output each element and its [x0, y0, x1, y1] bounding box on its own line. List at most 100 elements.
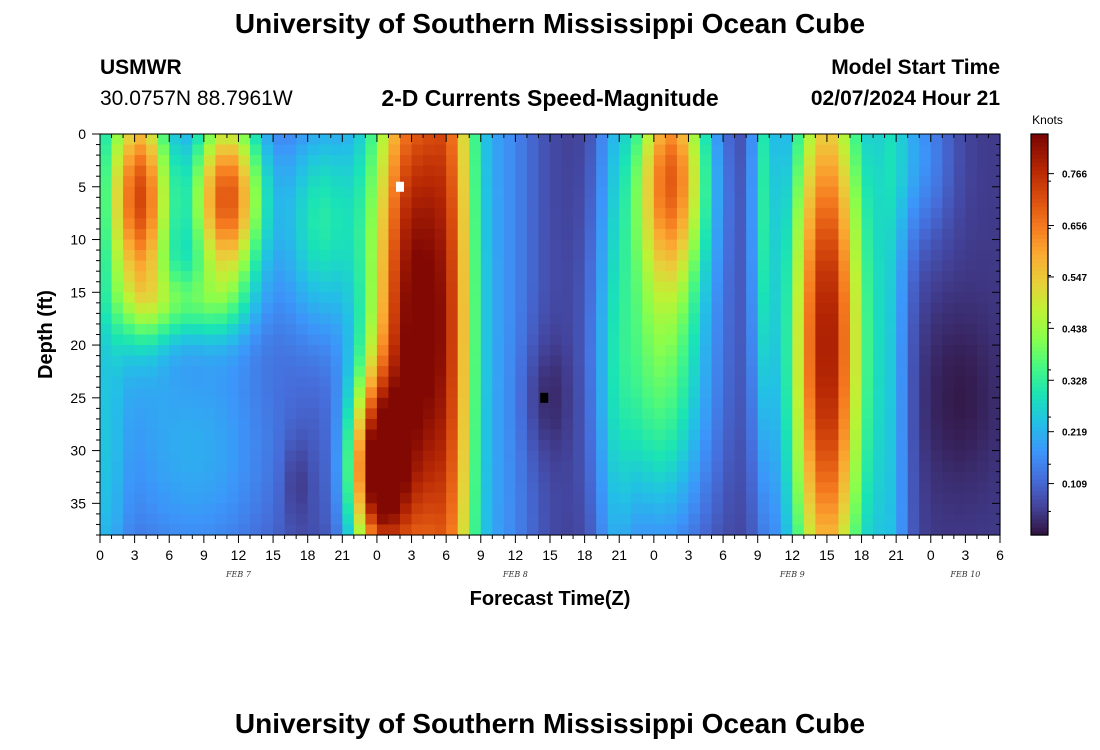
heatmap-cell — [330, 345, 343, 357]
heatmap-cell — [365, 345, 378, 357]
heatmap-cell — [653, 397, 666, 409]
heatmap-cell — [723, 165, 736, 177]
heatmap-cell — [838, 313, 851, 325]
heatmap-cell — [388, 144, 401, 156]
heatmap-cell — [838, 513, 851, 526]
heatmap-cell — [665, 218, 678, 230]
heatmap-cell — [988, 155, 1001, 167]
heatmap-cell — [538, 239, 551, 251]
heatmap-cell — [134, 397, 147, 409]
heatmap-cell — [169, 176, 182, 188]
heatmap-cell — [169, 440, 182, 452]
heatmap-cell — [446, 471, 459, 483]
heatmap-cell — [769, 165, 782, 177]
heatmap-cell — [873, 239, 886, 251]
heatmap-cell — [388, 260, 401, 272]
heatmap-cell — [757, 197, 770, 209]
heatmap-cell — [469, 207, 482, 220]
heatmap-cell — [307, 134, 320, 146]
heatmap-cell — [630, 250, 643, 262]
heatmap-cell — [757, 271, 770, 283]
heatmap-cell — [134, 239, 147, 251]
colorbar-band — [1031, 222, 1048, 227]
heatmap-cell — [953, 345, 966, 357]
colorbar-tick-label: 0.438 — [1062, 324, 1087, 335]
heatmap-cell — [896, 176, 909, 188]
heatmap-cell — [111, 376, 124, 388]
heatmap-cell — [146, 440, 159, 452]
heatmap-cell — [480, 144, 493, 156]
heatmap-cell — [480, 313, 493, 325]
colorbar-band — [1031, 302, 1048, 308]
heatmap-cell — [515, 239, 528, 251]
heatmap-cell — [596, 397, 609, 409]
heatmap-cell — [619, 376, 632, 388]
heatmap-cell — [896, 376, 909, 388]
heatmap-cell — [273, 408, 286, 420]
heatmap-cell — [757, 239, 770, 251]
heatmap-cell — [665, 482, 678, 494]
heatmap-cell — [850, 228, 863, 241]
heatmap-cell — [226, 345, 240, 357]
heatmap-cell — [873, 503, 886, 515]
heatmap-cell — [446, 239, 459, 251]
heatmap-cell — [803, 155, 816, 167]
heatmap-cell — [734, 376, 747, 388]
heatmap-cell — [896, 313, 909, 325]
heatmap-cell — [376, 513, 390, 526]
heatmap-cell — [838, 376, 851, 388]
heatmap-cell — [423, 492, 436, 504]
heatmap-cell — [826, 176, 840, 188]
heatmap-cell — [146, 503, 159, 515]
heatmap-cell — [711, 513, 724, 526]
heatmap-cell — [838, 281, 851, 293]
footer-title: University of Southern Mississippi Ocean… — [234, 708, 866, 739]
heatmap-cell — [700, 471, 713, 483]
heatmap-cell — [815, 461, 828, 473]
heatmap-cell — [134, 524, 147, 536]
heatmap-cell — [203, 429, 216, 441]
heatmap-cell — [503, 429, 516, 441]
heatmap-cell — [896, 513, 909, 526]
heatmap-cell — [676, 218, 690, 230]
heatmap-cell — [607, 334, 620, 346]
heatmap-cell — [850, 482, 863, 494]
heatmap-cell — [942, 186, 955, 198]
heatmap-cell — [976, 366, 990, 378]
heatmap-cell — [273, 376, 286, 388]
heatmap-cell — [700, 492, 713, 504]
heatmap-cell — [942, 281, 955, 293]
heatmap-cell — [157, 250, 170, 262]
heatmap-cell — [561, 418, 574, 431]
heatmap-cell — [723, 376, 736, 388]
heatmap-cell — [492, 313, 505, 325]
heatmap-cell — [584, 334, 597, 346]
heatmap-cell — [480, 345, 493, 357]
heatmap-cell — [250, 471, 263, 483]
heatmap-cell — [157, 450, 170, 462]
heatmap-cell — [561, 440, 574, 452]
heatmap-cell — [319, 482, 332, 494]
heatmap-cell — [353, 408, 366, 420]
heatmap-cell — [376, 155, 390, 167]
heatmap-cell — [307, 418, 320, 431]
heatmap-cell — [700, 429, 713, 441]
heatmap-cell — [561, 239, 574, 251]
heatmap-cell — [180, 408, 193, 420]
heatmap-cell — [596, 334, 609, 346]
heatmap-cell — [330, 418, 343, 431]
heatmap-cell — [757, 207, 770, 220]
heatmap-cell — [446, 302, 459, 314]
heatmap-cell — [146, 302, 159, 314]
heatmap-cell — [134, 513, 147, 526]
heatmap-cell — [307, 482, 320, 494]
heatmap-cell — [988, 366, 1001, 378]
heatmap-cell — [492, 513, 505, 526]
heatmap-cell — [180, 450, 193, 462]
heatmap-cell — [780, 144, 793, 156]
colorbar-band — [1031, 330, 1048, 336]
heatmap-cell — [573, 450, 586, 462]
heatmap-cell — [884, 492, 897, 504]
heatmap-cell — [988, 302, 1001, 314]
colorbar-band — [1031, 494, 1048, 500]
